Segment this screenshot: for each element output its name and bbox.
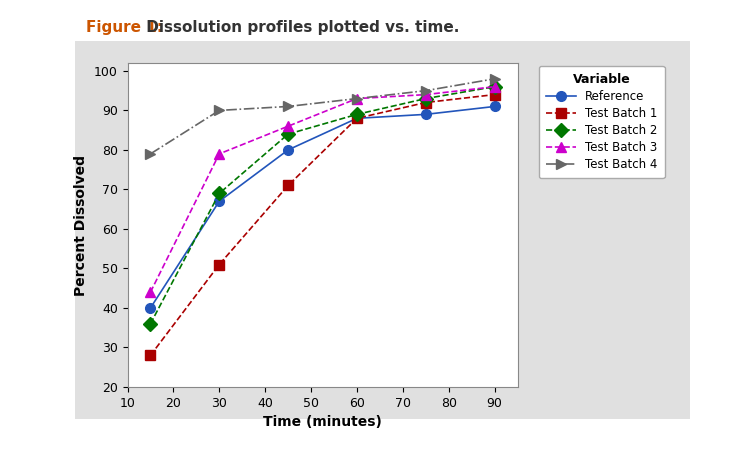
Text: Dissolution profiles plotted vs. time.: Dissolution profiles plotted vs. time. — [141, 20, 459, 35]
Test Batch 4 — [490, 76, 499, 81]
Reference — [146, 305, 155, 310]
Reference — [490, 104, 499, 109]
Test Batch 2 — [214, 191, 223, 196]
Line: Test Batch 1: Test Batch 1 — [146, 90, 500, 360]
Line: Test Batch 2: Test Batch 2 — [146, 82, 500, 328]
Legend: Reference, Test Batch 1, Test Batch 2, Test Batch 3, Test Batch 4: Reference, Test Batch 1, Test Batch 2, T… — [539, 66, 664, 179]
Line: Reference: Reference — [146, 102, 500, 313]
Y-axis label: Percent Dissolved: Percent Dissolved — [74, 154, 88, 296]
Test Batch 3 — [422, 92, 430, 97]
Test Batch 1 — [352, 116, 362, 121]
Test Batch 2 — [352, 112, 362, 117]
Test Batch 1 — [146, 353, 155, 358]
Test Batch 4 — [146, 151, 155, 157]
Reference — [422, 112, 430, 117]
Reference — [214, 198, 223, 204]
Line: Test Batch 4: Test Batch 4 — [146, 74, 500, 159]
Test Batch 4 — [352, 96, 362, 101]
Test Batch 4 — [422, 88, 430, 93]
Test Batch 1 — [214, 262, 223, 267]
Test Batch 1 — [284, 183, 292, 188]
Test Batch 2 — [146, 321, 155, 327]
Reference — [284, 147, 292, 153]
Test Batch 2 — [422, 96, 430, 101]
Reference — [352, 116, 362, 121]
Test Batch 3 — [146, 289, 155, 295]
Test Batch 4 — [214, 108, 223, 113]
Test Batch 1 — [422, 100, 430, 105]
Test Batch 4 — [284, 104, 292, 109]
Text: Figure 1:: Figure 1: — [86, 20, 164, 35]
Test Batch 3 — [284, 123, 292, 129]
Test Batch 3 — [490, 84, 499, 90]
Test Batch 1 — [490, 92, 499, 97]
Test Batch 3 — [352, 96, 362, 101]
Test Batch 2 — [490, 84, 499, 90]
Test Batch 2 — [284, 131, 292, 137]
X-axis label: Time (minutes): Time (minutes) — [263, 415, 382, 429]
Line: Test Batch 3: Test Batch 3 — [146, 82, 500, 297]
Test Batch 3 — [214, 151, 223, 157]
